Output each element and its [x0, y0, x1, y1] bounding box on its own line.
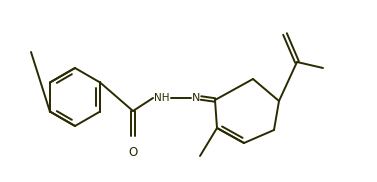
Text: NH: NH	[154, 93, 170, 103]
Text: N: N	[192, 93, 200, 103]
Text: O: O	[129, 146, 138, 159]
